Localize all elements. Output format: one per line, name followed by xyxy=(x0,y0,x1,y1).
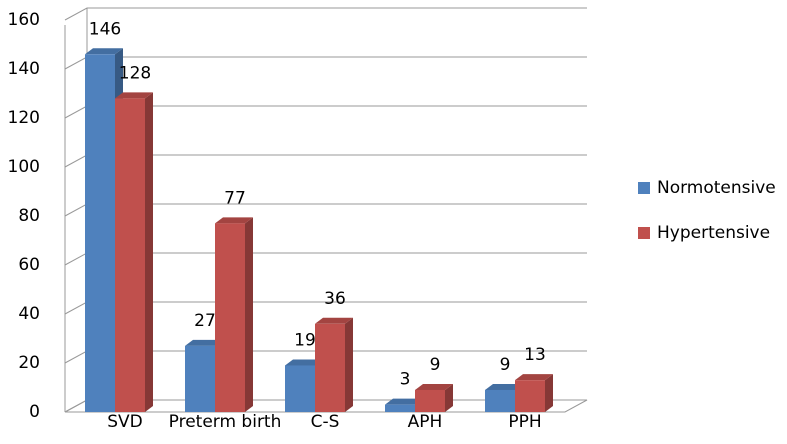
bar-top xyxy=(215,217,253,224)
y-tick-label: 100 xyxy=(8,157,40,177)
y-tick-label: 0 xyxy=(29,402,40,422)
bar-top xyxy=(115,92,153,99)
bar xyxy=(115,98,145,413)
bar-side xyxy=(545,374,553,412)
data-label: 9 xyxy=(500,355,511,375)
bar-top xyxy=(285,359,323,366)
bar xyxy=(415,389,445,412)
bar-side xyxy=(345,317,353,412)
x-tick-label: APH xyxy=(408,412,443,432)
bar xyxy=(515,380,545,412)
data-label: 19 xyxy=(294,330,316,350)
bar-top xyxy=(85,48,123,55)
legend-swatch xyxy=(638,227,650,239)
y-tick-label: 80 xyxy=(18,206,40,226)
bar-top xyxy=(515,374,553,381)
y-tick-label: 120 xyxy=(8,108,40,128)
bar-top xyxy=(315,317,353,324)
x-tick-label: SVD xyxy=(107,412,143,432)
bar xyxy=(185,345,215,412)
bar xyxy=(315,323,345,412)
y-tick-label: 140 xyxy=(8,59,40,79)
x-tick-label: C-S xyxy=(311,412,340,432)
bar-side xyxy=(145,92,153,413)
data-label: 13 xyxy=(524,345,546,365)
y-tick-label: 20 xyxy=(18,353,40,373)
bar-top xyxy=(485,383,523,390)
bar xyxy=(485,389,515,412)
data-label: 146 xyxy=(89,19,121,39)
data-label: 9 xyxy=(430,355,441,375)
bar-side xyxy=(445,383,453,412)
legend-label: Normotensive xyxy=(657,178,776,198)
bar-side xyxy=(245,217,253,412)
y-tick-label: 160 xyxy=(8,10,40,30)
data-label: 128 xyxy=(119,63,151,83)
bar xyxy=(385,404,415,412)
data-label: 36 xyxy=(324,289,346,309)
legend-swatch xyxy=(638,182,650,194)
y-tick-label: 40 xyxy=(18,304,40,324)
bar-top xyxy=(385,398,423,405)
bar xyxy=(285,365,315,412)
x-tick-label: PPH xyxy=(508,412,541,432)
data-label: 3 xyxy=(400,370,411,390)
legend-label: Hypertensive xyxy=(657,223,770,243)
data-label: 77 xyxy=(224,188,246,208)
bar-top xyxy=(185,339,223,346)
bar-top xyxy=(415,383,453,390)
data-label: 27 xyxy=(194,311,216,331)
grid-line xyxy=(64,7,587,21)
bar xyxy=(85,54,115,413)
bar xyxy=(215,223,245,412)
y-tick-label: 60 xyxy=(18,255,40,275)
x-tick-label: Preterm birth xyxy=(169,412,282,432)
